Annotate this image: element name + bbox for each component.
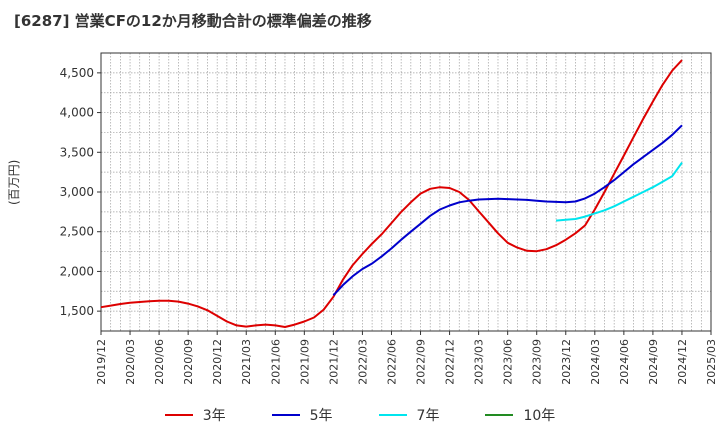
x-tick-label: 2020/06	[153, 339, 166, 385]
x-tick-label: 2024/03	[589, 339, 602, 385]
legend-label: 3年	[202, 408, 226, 424]
x-tick-label: 2019/12	[95, 339, 108, 385]
x-tick-label: 2020/03	[124, 339, 137, 385]
y-tick-label: 3,000	[60, 185, 94, 199]
legend-label: 7年	[416, 408, 440, 424]
legend: 3年 5年 7年 10年	[0, 400, 720, 430]
legend-label: 10年	[523, 408, 556, 424]
y-tick-label: 1,500	[60, 304, 94, 318]
series-line-2	[332, 124, 683, 296]
x-tick-label: 2020/12	[211, 339, 224, 385]
y-tick-label: 4,500	[60, 66, 94, 80]
x-tick-label: 2024/12	[676, 339, 689, 385]
x-tick-label: 2021/03	[240, 339, 253, 385]
legend-item-4: 10年	[485, 405, 555, 425]
x-tick-label: 2023/12	[560, 339, 573, 385]
legend-item-3: 7年	[378, 405, 440, 425]
legend-item-2: 5年	[271, 405, 333, 425]
line-chart: 1,500 2,000 2,500 3,000 3,500 4,000 4,500 2019/…	[60, 52, 718, 385]
x-tick-label: 2023/06	[502, 339, 515, 385]
x-tick-label: 2022/03	[356, 339, 369, 385]
series-line-3	[556, 162, 683, 222]
legend-label: 5年	[309, 408, 333, 424]
legend-item-1: 3年	[164, 405, 226, 425]
x-tick-label: 2022/06	[385, 339, 398, 385]
x-tick-label: 2023/03	[473, 339, 486, 385]
series-line-1	[100, 59, 683, 328]
x-tick-label: 2021/06	[269, 339, 282, 385]
x-tick-label: 2022/12	[444, 339, 457, 385]
x-tick-label: 2025/03	[705, 339, 718, 385]
x-tick-label: 2020/09	[182, 339, 195, 385]
legend-swatch	[164, 414, 193, 416]
x-tick-label: 2022/09	[415, 339, 428, 385]
y-tick-label: 2,500	[60, 225, 94, 239]
x-tick-label: 2024/06	[618, 339, 631, 385]
legend-swatch	[271, 414, 300, 416]
x-tick-label: 2024/09	[647, 339, 660, 385]
x-tick-label: 2023/09	[531, 339, 544, 385]
x-tick-label: 2021/09	[298, 339, 311, 385]
legend-swatch	[485, 414, 514, 416]
y-tick-label: 3,500	[60, 145, 94, 159]
x-tick-label: 2021/12	[327, 339, 340, 385]
y-tick-label: 2,000	[60, 264, 94, 278]
legend-swatch	[378, 414, 407, 416]
y-tick-label: 4,000	[60, 106, 94, 120]
chart-title: [6287] 営業CFの12か月移動合計の標準偏差の推移	[14, 12, 372, 30]
